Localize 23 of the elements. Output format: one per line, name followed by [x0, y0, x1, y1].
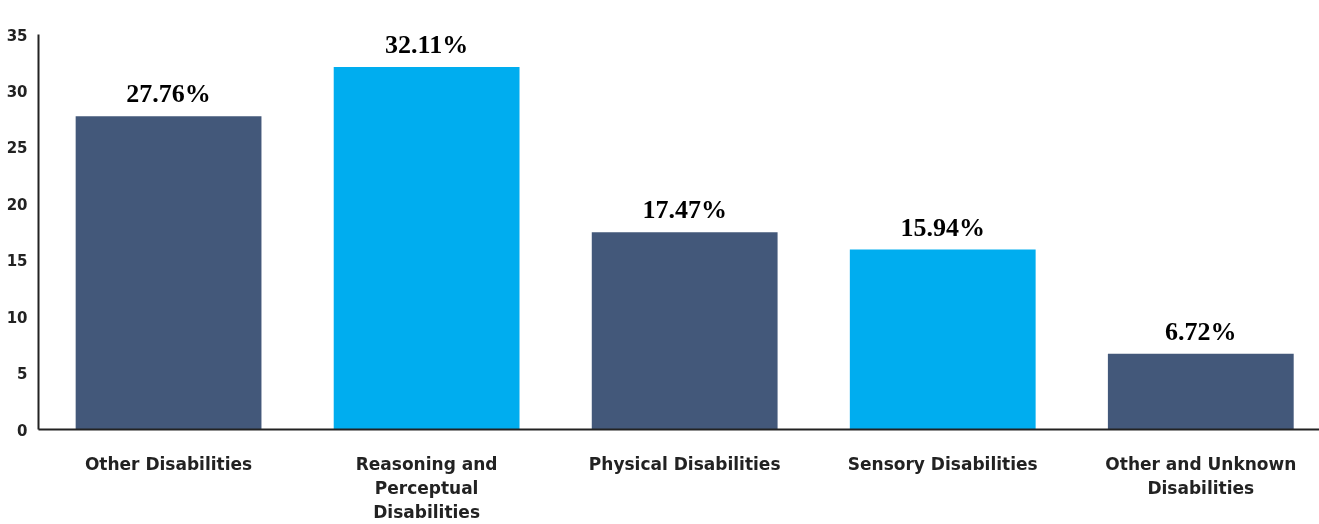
y-tick-label: 35	[6, 26, 28, 45]
y-tick-label: 5	[17, 365, 28, 384]
y-tick-label: 30	[6, 82, 28, 101]
y-tick-label: 10	[6, 308, 28, 327]
y-tick-label: 20	[6, 195, 28, 214]
x-tick-label: Reasoning and Perceptual Disabilities	[355, 453, 498, 522]
x-tick-label: Other Disabilities	[84, 453, 253, 474]
bar	[333, 67, 520, 430]
bar	[1107, 353, 1294, 430]
bar	[591, 232, 778, 430]
y-tick-label: 15	[6, 252, 28, 271]
data-label: 32.11%	[385, 30, 469, 60]
data-label: 15.94%	[900, 212, 985, 242]
x-tick-label: Sensory Disabilities	[847, 453, 1038, 474]
x-tick-label: Other and Unknown Disabilities	[1105, 453, 1297, 498]
bar	[75, 116, 262, 430]
bar	[849, 249, 1036, 430]
data-label: 27.76%	[126, 79, 211, 109]
data-label: 17.47%	[642, 195, 727, 225]
y-tick-label: 25	[6, 139, 28, 158]
y-tick-label: 0	[17, 421, 28, 440]
data-label: 6.72%	[1165, 316, 1237, 346]
x-tick-label: Physical Disabilities	[588, 453, 781, 474]
